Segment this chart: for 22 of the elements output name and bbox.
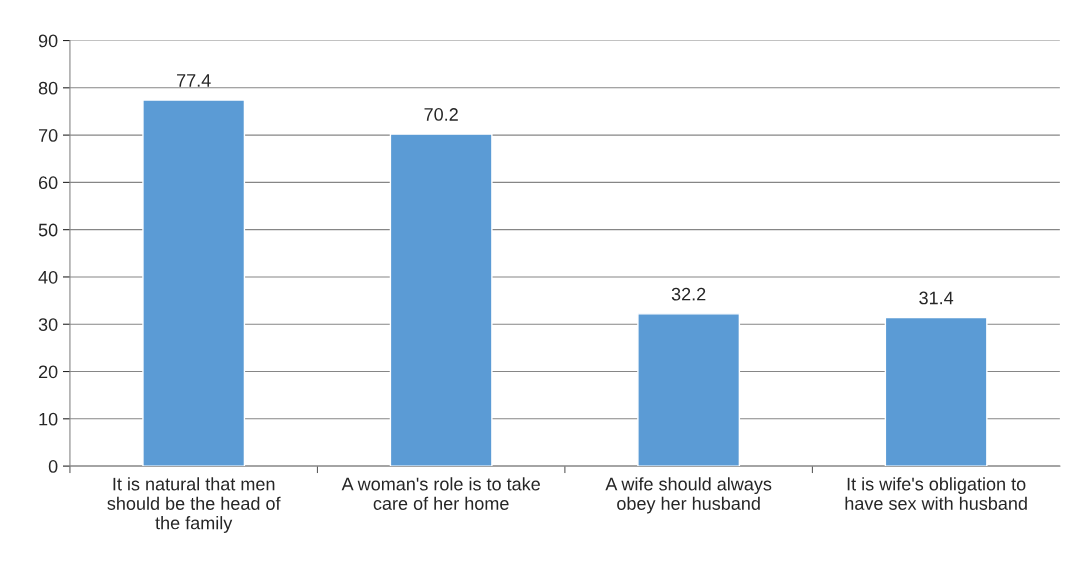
data-label: 31.4 [919,291,954,305]
data-label: 77.4 [177,74,211,87]
data-label: 32.2 [671,287,706,301]
x-tick-label: A woman's role is to take care of her home [341,477,540,510]
bar [142,99,246,467]
y-tick-label: 80 [38,81,58,95]
y-tick-label: 90 [38,34,58,48]
bar [637,313,741,467]
y-tick-label: 0 [48,460,58,473]
data-label: 70.2 [424,108,458,121]
y-tick-label: 40 [38,270,58,284]
bar [389,133,493,467]
x-tick-label: It is natural that men should be the head of the family [107,477,281,533]
y-tick-label: 60 [38,176,58,190]
y-tick-label: 50 [38,223,58,237]
x-tick-label: A wife should always obey her husband [605,477,772,514]
bar [884,316,988,467]
y-tick-label: 30 [38,318,58,331]
y-tick-label: 70 [38,129,58,142]
x-tick-label: It is wife's obligation to have sex with husband [845,477,1027,510]
y-tick-label: 10 [39,412,58,426]
y-tick-label: 20 [38,365,58,379]
